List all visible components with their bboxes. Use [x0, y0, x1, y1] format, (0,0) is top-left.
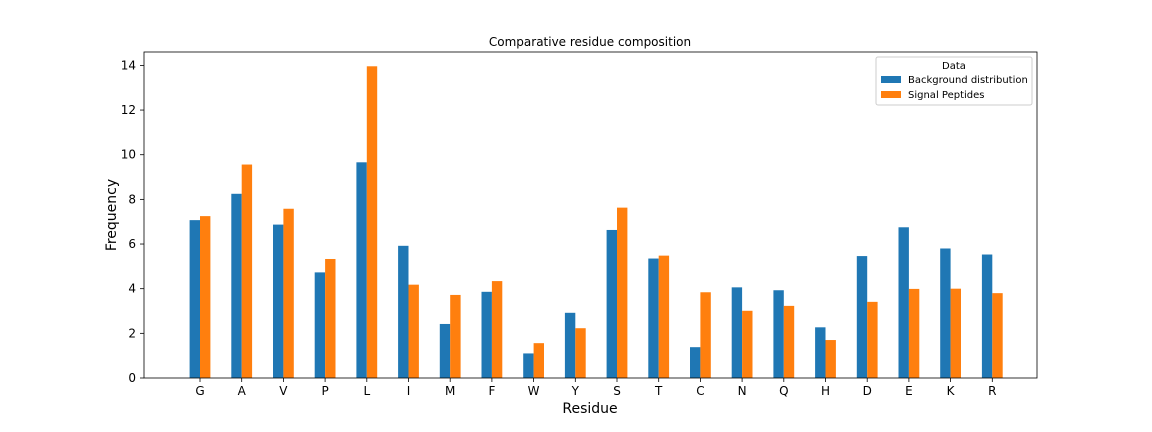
bar-background-K: [940, 248, 951, 378]
bar-signal-D: [867, 301, 878, 378]
bar-background-C: [690, 347, 701, 378]
x-tick-label: D: [863, 384, 872, 398]
x-tick-label: F: [488, 384, 495, 398]
x-tick-label: I: [407, 384, 411, 398]
bar-signal-K: [950, 288, 961, 378]
legend-label-background: Background distribution: [908, 75, 1028, 86]
bar-background-E: [898, 227, 909, 378]
x-tick-label: C: [696, 384, 704, 398]
bar-background-H: [815, 327, 826, 378]
y-tick-label: 4: [128, 282, 136, 296]
x-tick-label: K: [947, 384, 956, 398]
bar-signal-G: [200, 216, 211, 378]
legend-label-signal: Signal Peptides: [908, 90, 984, 101]
bar-background-A: [231, 193, 242, 378]
bar-signal-R: [992, 293, 1003, 378]
axes-layer: 0 2 4 6 8 10 12 14 G A V P L I M F W Y S T C N Q H D E K R: [121, 58, 997, 398]
legend-swatch-background: [881, 76, 901, 83]
bar-signal-C: [700, 292, 711, 378]
bar-background-T: [648, 258, 659, 378]
legend: Data Background distribution Signal Peptid…: [875, 56, 1033, 106]
plot-frame: [143, 51, 1038, 379]
x-axis-title: Residue: [562, 401, 617, 417]
bar-background-R: [981, 254, 993, 378]
x-tick-label: H: [821, 384, 830, 398]
y-tick-label: 8: [128, 192, 136, 206]
x-tick-label: G: [195, 384, 204, 398]
x-tick-label: V: [279, 384, 288, 398]
bar-signal-N: [742, 310, 753, 378]
bar-signal-A: [241, 164, 253, 378]
x-tick-label: E: [905, 384, 913, 398]
bars-layer: [189, 66, 1003, 379]
x-tick-label: N: [738, 384, 747, 398]
bar-background-M: [439, 323, 451, 378]
bar-signal-Q: [783, 305, 795, 378]
legend-title: Data: [942, 61, 966, 72]
bar-signal-Y: [575, 328, 586, 378]
x-tick-label: Y: [571, 384, 580, 398]
chart-title: Comparative residue composition: [489, 35, 691, 49]
x-tick-label: T: [654, 384, 663, 398]
bar-signal-V: [283, 208, 294, 378]
bar-signal-E: [908, 288, 920, 378]
y-axis-title: Frequency: [104, 179, 120, 251]
bar-background-V: [273, 224, 284, 378]
bar-background-W: [523, 353, 534, 378]
y-tick-label: 6: [128, 237, 136, 251]
y-tick-label: 10: [121, 148, 136, 162]
bar-background-D: [856, 256, 868, 378]
bar-background-F: [481, 291, 492, 378]
bar-background-G: [189, 220, 200, 378]
y-tick-label: 0: [128, 371, 136, 385]
y-tick-label: 14: [121, 58, 136, 72]
bar-background-N: [731, 287, 743, 378]
y-tick-label: 2: [128, 326, 136, 340]
x-tick-label: M: [445, 384, 455, 398]
bar-signal-I: [408, 284, 419, 378]
x-tick-label: S: [613, 384, 621, 398]
bar-signal-P: [325, 258, 336, 378]
x-tick-label: W: [528, 384, 540, 398]
bar-signal-T: [658, 255, 670, 378]
bar-background-Q: [773, 290, 784, 378]
x-tick-label: R: [988, 384, 996, 398]
bar-background-S: [606, 229, 617, 378]
bar-signal-F: [491, 281, 503, 378]
legend-swatch-signal: [881, 91, 901, 98]
bar-signal-W: [533, 343, 544, 378]
bar-background-P: [314, 272, 326, 378]
legend-box: [875, 56, 1033, 106]
bar-signal-H: [825, 340, 836, 378]
x-tick-label: Q: [779, 384, 788, 398]
x-tick-label: P: [321, 384, 328, 398]
bar-background-Y: [564, 312, 576, 378]
bar-signal-M: [450, 294, 461, 378]
bar-background-I: [398, 245, 409, 378]
x-tick-label: L: [363, 384, 370, 398]
bar-signal-S: [617, 207, 628, 378]
bar-background-L: [356, 162, 367, 378]
bar-signal-L: [366, 66, 378, 379]
y-tick-label: 12: [121, 103, 136, 117]
x-tick-label: A: [238, 384, 247, 398]
